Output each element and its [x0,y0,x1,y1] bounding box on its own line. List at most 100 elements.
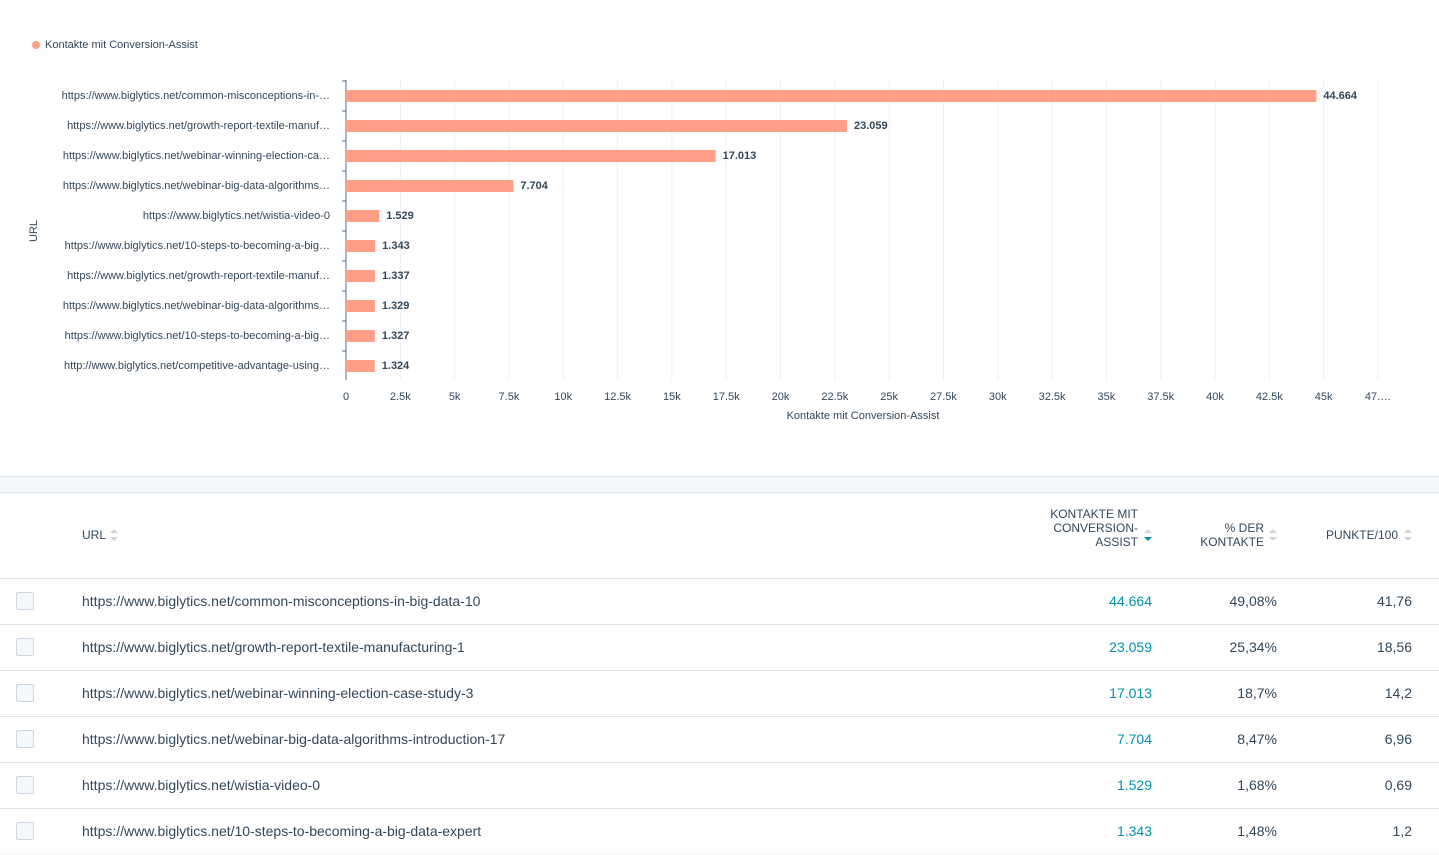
x-tick-label: 40k [1206,391,1224,403]
row-checkbox[interactable] [16,730,34,748]
x-tick-label: 5k [449,391,461,403]
x-tick-label: 7.5k [499,391,520,403]
bar [346,180,514,192]
x-tick-label: 32.5k [1039,391,1066,403]
x-tick-label: 45k [1315,391,1333,403]
contacts-cell[interactable]: 17.013 [1109,685,1152,701]
x-tick-label: 30k [989,391,1007,403]
points-cell: 6,96 [1384,731,1412,747]
y-tick-label: https://www.biglytics.net/wistia-video-0 [143,210,330,222]
row-checkbox[interactable] [16,638,34,656]
percent-cell: 8,47% [1237,731,1277,747]
x-tick-label: 27.5k [930,391,957,403]
x-tick-label: 37.5k [1147,391,1174,403]
x-tick-label: 22.5k [821,391,848,403]
points-cell: 0,69 [1384,777,1412,793]
value-label: 1.329 [382,300,410,312]
x-tick-label: 10k [554,391,572,403]
bar [346,210,380,222]
table-row: https://www.biglytics.net/wistia-video-0… [0,762,1439,809]
points-cell: 18,56 [1376,639,1412,655]
percent-cell: 25,34% [1229,639,1277,655]
url-cell: https://www.biglytics.net/webinar-big-da… [82,731,506,747]
contacts-cell[interactable]: 1.343 [1116,823,1152,839]
value-label: 1.324 [382,360,410,372]
contacts-cell[interactable]: 23.059 [1109,639,1152,655]
value-label: 1.337 [382,270,410,282]
row-checkbox[interactable] [16,592,34,610]
bar [346,240,376,252]
bar [346,300,375,312]
y-tick-label: https://www.biglytics.net/common-misconc… [62,90,330,102]
value-label: 1.327 [382,330,410,342]
sort-icon [1144,529,1152,541]
url-cell: https://www.biglytics.net/common-misconc… [82,593,481,609]
x-tick-label: 42.5k [1256,391,1283,403]
sort-icon [1404,529,1412,541]
value-label: 1.529 [386,210,414,222]
value-label: 1.343 [382,240,410,252]
chart-panel: Kontakte mit Conversion-Assist URL Konta… [0,38,1439,477]
y-axis-label: URL [28,220,40,242]
x-tick-label: 47.… [1365,391,1391,403]
x-axis-label: Kontakte mit Conversion-Assist [787,410,940,422]
bar [346,90,1317,102]
chart: Kontakte mit Conversion-Assist URL Konta… [28,39,1391,422]
x-tick-label: 12.5k [604,391,631,403]
table-row: https://www.biglytics.net/webinar-big-da… [0,716,1439,763]
x-tick-label: 17.5k [713,391,740,403]
value-label: 44.664 [1323,90,1358,102]
value-label: 23.059 [854,120,888,132]
x-tick-label: 20k [772,391,790,403]
value-label: 7.704 [520,180,548,192]
y-tick-label: https://www.biglytics.net/10-steps-to-be… [65,330,330,342]
points-cell: 41,76 [1376,593,1412,609]
legend-swatch [32,41,40,49]
sort-icon [1269,529,1277,541]
points-cell: 1,2 [1392,823,1412,839]
table-row: https://www.biglytics.net/growth-report-… [0,624,1439,671]
row-checkbox[interactable] [16,776,34,794]
url-cell: https://www.biglytics.net/wistia-video-0 [82,777,321,793]
bar [346,360,375,372]
bar [346,120,847,132]
y-tick-label: https://www.biglytics.net/webinar-big-da… [63,300,330,312]
x-tick-label: 25k [880,391,898,403]
percent-cell: 1,68% [1237,777,1277,793]
x-tick-label: 0 [343,391,349,403]
y-tick-label: https://www.biglytics.net/growth-report-… [67,120,330,132]
points-cell: 14,2 [1384,685,1412,701]
table: URL KONTAKTE MIT CONVERSION-ASSIST % DER… [0,492,1439,853]
contacts-cell[interactable]: 1.529 [1116,777,1152,793]
row-checkbox[interactable] [16,684,34,702]
percent-cell: 49,08% [1229,593,1277,609]
url-cell: https://www.biglytics.net/webinar-winnin… [82,685,474,701]
y-tick-label: https://www.biglytics.net/10-steps-to-be… [65,240,330,252]
bar [346,330,375,342]
legend-label: Kontakte mit Conversion-Assist [45,39,198,51]
table-row: https://www.biglytics.net/common-misconc… [0,578,1439,625]
y-tick-label: https://www.biglytics.net/webinar-winnin… [63,150,330,162]
sort-icon [110,529,118,541]
x-tick-label: 35k [1098,391,1116,403]
header-percent[interactable]: % DER KONTAKTE [1200,521,1264,549]
header-url[interactable]: URL [82,528,107,542]
bar [346,150,716,162]
contacts-cell[interactable]: 7.704 [1116,731,1152,747]
row-checkbox[interactable] [16,822,34,840]
x-tick-label: 2.5k [390,391,411,403]
bar [346,270,376,282]
url-cell: https://www.biglytics.net/10-steps-to-be… [82,823,482,839]
percent-cell: 18,7% [1237,685,1277,701]
header-contacts[interactable]: KONTAKTE MIT CONVERSION-ASSIST [1050,507,1138,549]
value-label: 17.013 [723,150,757,162]
table-row: https://www.biglytics.net/webinar-winnin… [0,670,1439,717]
x-tick-label: 15k [663,391,681,403]
y-tick-label: http://www.biglytics.net/competitive-adv… [64,360,330,372]
url-cell: https://www.biglytics.net/growth-report-… [82,639,465,655]
contacts-cell[interactable]: 44.664 [1109,593,1152,609]
y-tick-label: https://www.biglytics.net/webinar-big-da… [63,180,330,192]
header-points[interactable]: PUNKTE/100 [1325,528,1398,542]
percent-cell: 1,48% [1237,823,1277,839]
